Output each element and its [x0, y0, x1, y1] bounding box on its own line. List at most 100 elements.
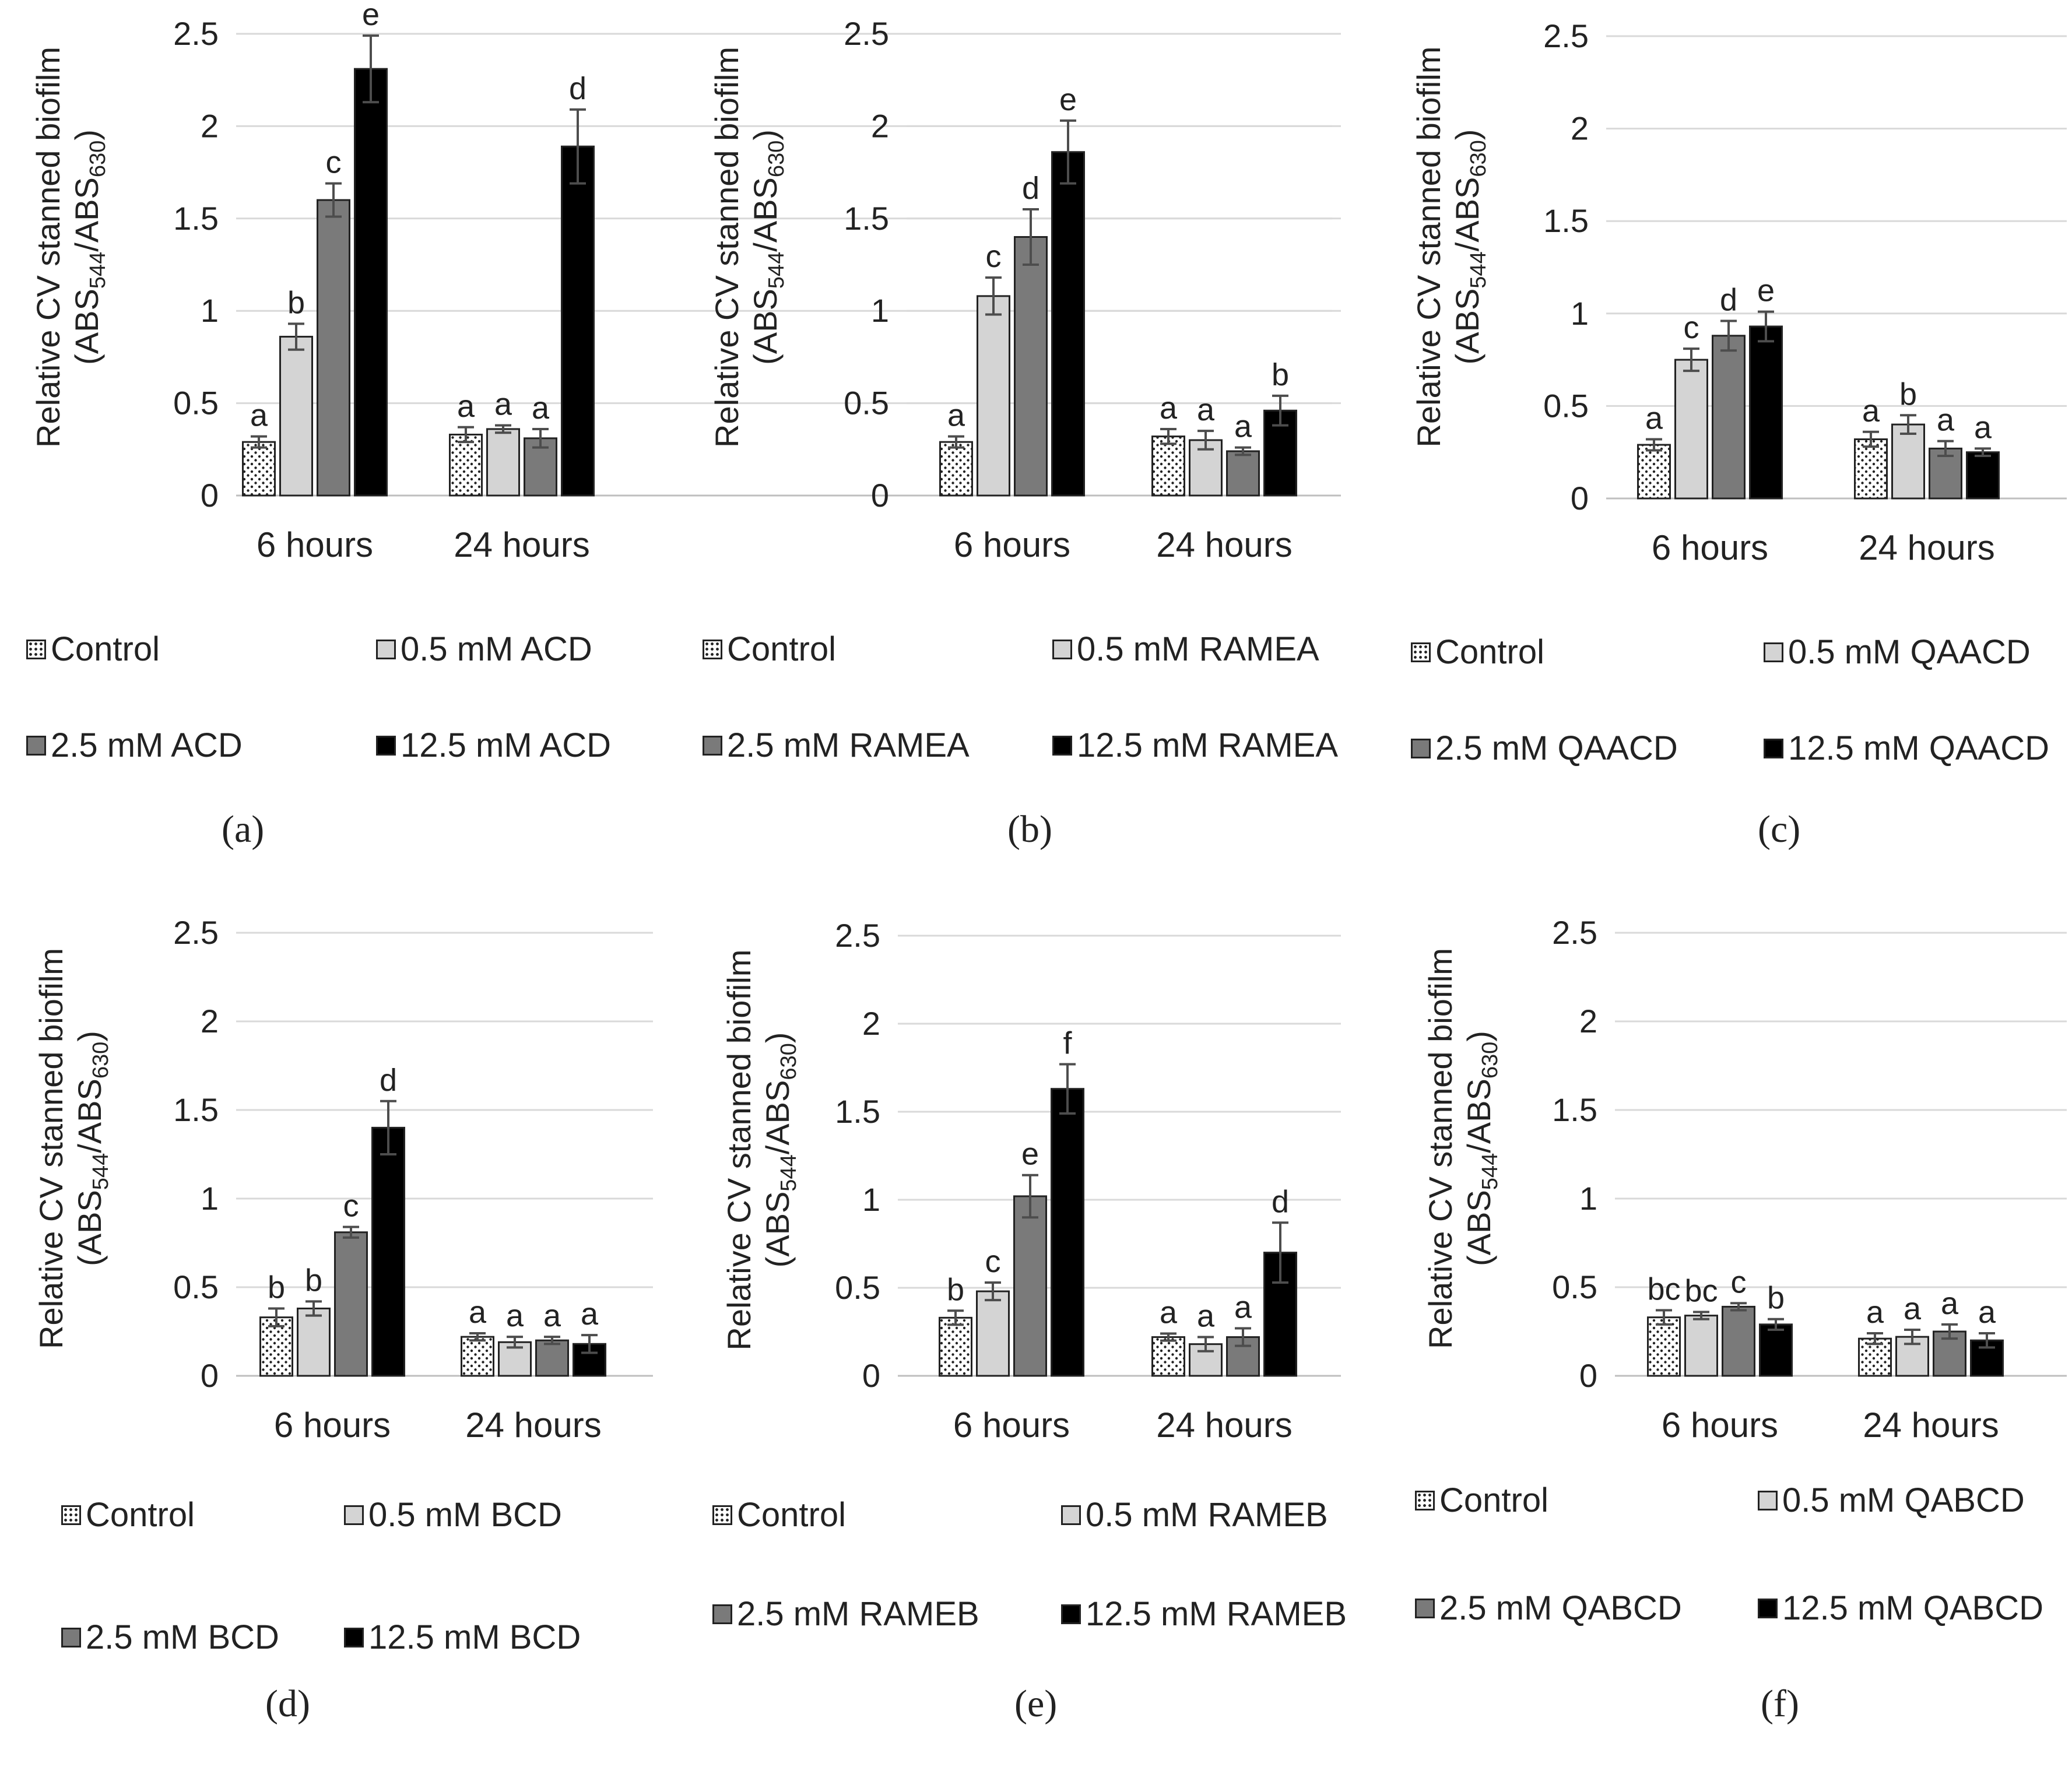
panel-letter: (c)	[1758, 808, 1801, 851]
legend-label: 0.5 mM RAMEA	[1077, 630, 1319, 668]
x-category-label: 24 hours	[1863, 1406, 1999, 1445]
significance-letter: d	[1272, 1184, 1289, 1219]
legend-label: 2.5 mM ACD	[51, 726, 243, 764]
legend-label: 12.5 mM ACD	[401, 726, 611, 764]
y-tick-label: 1	[871, 292, 889, 329]
x-category-label: 6 hours	[954, 525, 1070, 564]
legend-swatch	[344, 1505, 364, 1525]
legend-item-high: 12.5 mM QAACD	[1764, 729, 2049, 768]
bar-control-24h	[1151, 1336, 1185, 1377]
legend-swatch	[1061, 1505, 1081, 1525]
y-axis-label: Relative CV stanned biofilm (ABS544/ABS63…	[720, 912, 808, 1387]
significance-letter: a	[1160, 1295, 1178, 1330]
y-tick-label: 2	[862, 1005, 880, 1042]
bar-high-6h	[1749, 325, 1783, 500]
y-axis-label: Relative CV stanned biofilm (ABS544/ABS63…	[1410, 0, 1498, 496]
bar-control-24h	[461, 1336, 494, 1377]
legend-item-mid: 2.5 mM QAACD	[1411, 729, 1678, 768]
y-axis-label: Relative CV stanned biofilm (ABS544/ABS63…	[32, 909, 120, 1387]
significance-letter: c	[1731, 1264, 1747, 1299]
legend-item-mid: 2.5 mM RAMEB	[712, 1594, 979, 1634]
legend-label: 12.5 mM RAMEA	[1077, 726, 1338, 764]
y-axis-label-line2: (ABS544/ABS630)	[71, 1031, 114, 1266]
y-axis-label-line2: (ABS544/ABS630)	[68, 129, 111, 365]
significance-letter: e	[1757, 273, 1775, 308]
legend-swatch	[26, 639, 46, 659]
y-axis-label-line2: (ABS544/ABS630)	[1460, 1031, 1503, 1266]
y-tick-label: 1	[1571, 295, 1589, 332]
legend-item-high: 12.5 mM RAMEB	[1061, 1594, 1347, 1634]
y-tick-label: 2.5	[173, 15, 219, 52]
y-axis-label-line1: Relative CV stanned biofilm	[721, 949, 757, 1351]
bar-mid-6h	[1712, 335, 1746, 500]
y-tick-label: 2.5	[844, 15, 889, 52]
bar-low-6h	[297, 1307, 331, 1377]
bar-control-6h	[939, 441, 973, 497]
y-axis-label-line2: (ABS544/ABS630)	[747, 129, 789, 365]
bar-control-24h	[1854, 438, 1888, 500]
significance-letter: b	[268, 1270, 285, 1305]
legend-label: 2.5 mM QAACD	[1435, 729, 1678, 767]
y-tick-label: 2.5	[1543, 17, 1589, 54]
y-tick-label: 0	[201, 477, 219, 514]
legend-swatch	[1764, 738, 1783, 758]
legend-item-high: 12.5 mM ACD	[376, 726, 611, 765]
legend-swatch	[1052, 735, 1072, 756]
legend-label: Control	[1439, 1481, 1548, 1519]
significance-letter: bc	[1684, 1274, 1718, 1309]
significance-letter: a	[581, 1297, 599, 1332]
significance-letter: bc	[1647, 1272, 1680, 1307]
legend-item-low: 0.5 mM RAMEB	[1061, 1495, 1328, 1534]
significance-letter: a	[947, 398, 965, 433]
y-tick-label: 0	[1579, 1357, 1597, 1394]
bar-high-6h	[354, 68, 388, 497]
y-axis-label-line1: Relative CV stanned biofilm	[33, 948, 69, 1349]
x-category-label: 6 hours	[953, 1406, 1070, 1445]
legend-item-control: Control	[26, 630, 160, 669]
y-tick-label: 1.5	[173, 200, 219, 237]
legend-label: 12.5 mM RAMEB	[1086, 1595, 1347, 1633]
legend-label: 2.5 mM BCD	[86, 1618, 279, 1656]
x-category-label: 24 hours	[1156, 525, 1293, 564]
significance-letter: b	[1899, 377, 1917, 412]
significance-letter: d	[380, 1063, 397, 1098]
legend-item-low: 0.5 mM ACD	[376, 630, 592, 669]
legend-label: Control	[86, 1496, 195, 1534]
legend-label: 2.5 mM RAMEB	[737, 1595, 979, 1633]
bar-control-6h	[939, 1316, 972, 1377]
significance-letter: b	[287, 285, 305, 320]
legend-swatch	[1415, 1490, 1435, 1510]
legend-item-control: Control	[1411, 633, 1544, 672]
y-tick-label: 0.5	[835, 1269, 880, 1306]
legend-label: Control	[1435, 633, 1544, 671]
x-category-label: 6 hours	[257, 525, 373, 564]
legend-label: 0.5 mM ACD	[401, 630, 592, 668]
bar-low-6h	[1674, 359, 1708, 500]
y-tick-label: 0.5	[1552, 1269, 1597, 1305]
bar-low-6h	[279, 336, 313, 497]
y-axis-label-line1: Relative CV stanned biofilm	[30, 47, 66, 448]
significance-letter: a	[1234, 409, 1252, 444]
bar-high-6h	[1051, 1088, 1084, 1377]
significance-letter: a	[457, 389, 475, 424]
significance-letter: b	[1767, 1281, 1785, 1316]
y-tick-label: 1	[862, 1181, 880, 1218]
y-tick-label: 2.5	[1552, 914, 1597, 951]
bar-control-24h	[1858, 1337, 1892, 1377]
significance-letter: a	[532, 391, 550, 426]
significance-letter: a	[1937, 403, 1955, 438]
x-category-label: 24 hours	[465, 1406, 602, 1445]
significance-letter: a	[1160, 391, 1178, 426]
legend-item-high: 12.5 mM BCD	[344, 1618, 581, 1657]
legend-label: Control	[737, 1496, 846, 1534]
legend-swatch	[1052, 639, 1072, 659]
y-tick-label: 0.5	[173, 1269, 219, 1305]
y-tick-label: 0	[862, 1357, 880, 1394]
significance-letter: f	[1063, 1025, 1072, 1060]
bar-mid-6h	[1722, 1305, 1755, 1377]
bar-low-6h	[976, 1290, 1010, 1377]
legend-item-control: Control	[712, 1495, 846, 1534]
